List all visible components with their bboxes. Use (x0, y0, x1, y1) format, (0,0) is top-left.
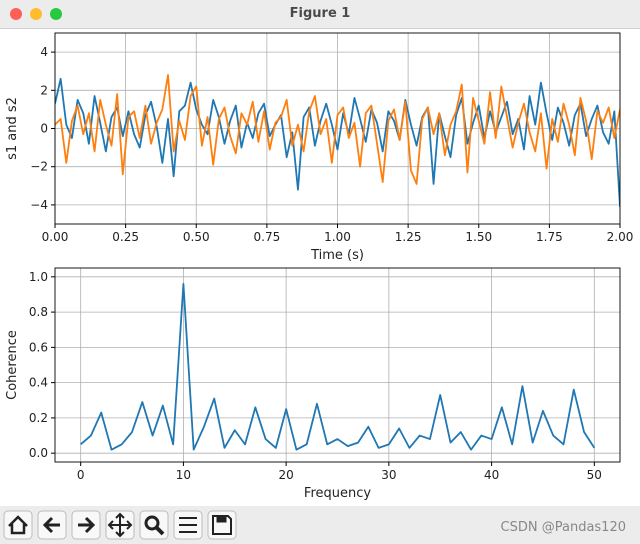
minimize-button[interactable] (30, 8, 42, 20)
forward-icon (78, 516, 96, 534)
close-button[interactable] (10, 8, 22, 20)
zoom-icon-handle (154, 525, 165, 536)
pan-icon (107, 512, 133, 538)
zoom-icon (144, 515, 160, 531)
y-axis-label: Coherence (5, 330, 20, 400)
y-tick-label: 0.8 (29, 305, 48, 319)
x-tick-label: 1.75 (536, 230, 563, 244)
save-icon (212, 515, 232, 535)
watermark: CSDN @Pandas120 (500, 520, 626, 535)
home-icon (8, 515, 28, 535)
data-line (55, 77, 620, 207)
y-tick-label: −2 (30, 160, 48, 174)
x-tick-label: 50 (587, 468, 602, 482)
y-tick-label: 0.0 (29, 446, 48, 460)
x-tick-label: 0.75 (254, 230, 281, 244)
x-tick-label: 1.50 (465, 230, 492, 244)
data-line (80, 282, 596, 451)
toolbar-icons (3, 510, 237, 540)
toolbar: CSDN @Pandas120 (0, 506, 640, 544)
y-tick-label: 4 (40, 45, 48, 59)
axes-frame (54, 267, 621, 463)
x-tick-label: 20 (278, 468, 293, 482)
data-line (55, 74, 620, 185)
y-tick-label: 0.6 (29, 340, 48, 354)
save-icon-label (216, 516, 227, 523)
x-tick-label: 30 (381, 468, 396, 482)
y-tick-label: −4 (30, 198, 48, 212)
zoom-button[interactable] (50, 8, 62, 20)
x-tick-label: 1.25 (395, 230, 422, 244)
x-axis-label: Time (s) (310, 248, 364, 263)
y-axis-label: s1 and s2 (5, 97, 20, 160)
x-tick-label: 0.00 (42, 230, 69, 244)
axes-frame (54, 32, 621, 225)
back-icon (42, 516, 60, 534)
x-tick-label: 2.00 (607, 230, 634, 244)
figure: 0.00 0.25 0.50 0.75 1.00 1.25 1.50 1.75 2.00−4−2… (5, 32, 634, 501)
y-tick-label: 0.2 (29, 411, 48, 425)
x-tick-label: 0.50 (183, 230, 210, 244)
y-tick-label: 0.4 (29, 376, 48, 390)
x-tick-label: 1.00 (324, 230, 351, 244)
y-tick-label: 0 (40, 122, 48, 136)
x-tick-label: 0 (77, 468, 85, 482)
zoom-tool-button[interactable] (139, 510, 169, 540)
x-tick-label: 40 (484, 468, 499, 482)
y-tick-label: 2 (40, 83, 48, 97)
home-button[interactable] (3, 510, 33, 540)
title-bar: Figure 1 (0, 0, 640, 29)
x-axis-label: Frequency (304, 486, 371, 501)
x-tick-label: 0.25 (112, 230, 139, 244)
window-title: Figure 1 (289, 6, 351, 21)
y-tick-label: 1.0 (29, 270, 48, 284)
x-tick-label: 10 (176, 468, 191, 482)
configure-icon (179, 517, 197, 533)
